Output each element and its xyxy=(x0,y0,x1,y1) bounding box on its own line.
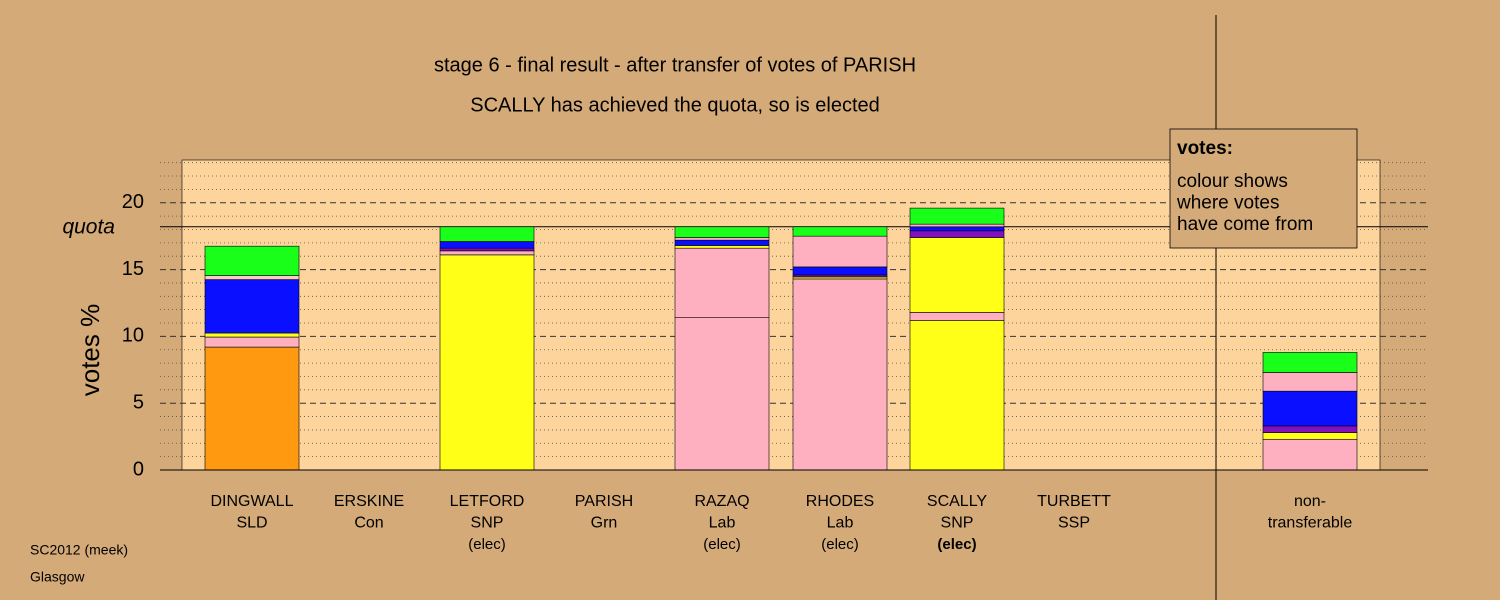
chart-subtitle: SCALLY has achieved the quota, so is ele… xyxy=(470,94,880,116)
bar-segment xyxy=(674,317,770,471)
legend-text: have come from xyxy=(1177,214,1313,235)
x-tick-label: ERSKINE xyxy=(334,493,404,510)
bar-segment xyxy=(1262,432,1358,440)
bar-segment xyxy=(792,278,888,471)
x-tick-label: LETFORD xyxy=(450,493,525,510)
bar-segment xyxy=(1262,390,1358,427)
bar-segment xyxy=(792,226,888,237)
bar-segment xyxy=(439,250,535,256)
bar-segment xyxy=(1262,352,1358,373)
bar-segment xyxy=(439,254,535,471)
bar-segment xyxy=(909,223,1005,228)
bar-segment xyxy=(204,245,300,276)
legend-box xyxy=(1169,128,1358,249)
x-tick-label: (elec) xyxy=(703,536,741,553)
legend-title: votes: xyxy=(1177,138,1233,159)
bar-segment xyxy=(909,207,1005,225)
bar-segment xyxy=(204,332,300,338)
x-tick-label: DINGWALL xyxy=(211,493,294,510)
bar-segment xyxy=(909,230,1005,238)
bar-segment xyxy=(674,237,770,241)
bar-segment xyxy=(674,247,770,318)
footer-text: SC2012 (meek) xyxy=(30,542,128,558)
x-tick-label: PARISH xyxy=(575,493,633,510)
bar-segment xyxy=(204,336,300,348)
bar-segment xyxy=(439,226,535,242)
bar-segment xyxy=(1262,438,1358,471)
x-tick-label: Lab xyxy=(827,515,854,532)
y-tick-label: 5 xyxy=(133,391,144,413)
bar-segment xyxy=(909,312,1005,321)
quota-label: quota xyxy=(62,215,115,238)
bar-segment xyxy=(439,247,535,252)
y-tick-label: 0 xyxy=(133,458,144,480)
legend-text: colour shows xyxy=(1177,171,1288,192)
footer-text: Glasgow xyxy=(30,569,85,585)
legend-text: where votes xyxy=(1176,193,1279,214)
bar-segment xyxy=(792,274,888,278)
x-tick-label: (elec) xyxy=(937,536,976,553)
y-axis-label: votes % xyxy=(75,304,105,397)
bar-segment xyxy=(909,226,1005,232)
x-tick-label: (elec) xyxy=(821,536,859,553)
bar-segment xyxy=(204,346,300,471)
bar-segment xyxy=(909,320,1005,471)
y-tick-label: 20 xyxy=(122,191,144,213)
x-tick-label: SCALLY xyxy=(927,493,988,510)
bar-segment xyxy=(674,245,770,249)
x-tick-label: RAZAQ xyxy=(694,493,749,510)
bar-segment xyxy=(674,226,770,238)
bar-segment xyxy=(792,266,888,276)
bar-segment xyxy=(792,276,888,280)
bar-segment xyxy=(674,239,770,246)
y-tick-label: 10 xyxy=(122,325,144,347)
x-tick-label: TURBETT xyxy=(1037,493,1111,510)
bar-segment xyxy=(204,279,300,334)
x-tick-label: SNP xyxy=(941,515,974,532)
bar-segment xyxy=(204,275,300,280)
bar-segment xyxy=(909,237,1005,313)
bar-segment xyxy=(1262,372,1358,392)
bar-segment xyxy=(1262,425,1358,433)
x-tick-label: SLD xyxy=(236,515,267,532)
x-tick-label: RHODES xyxy=(806,493,874,510)
chart-title: stage 6 - final result - after transfer … xyxy=(434,54,916,76)
x-tick-label: non- xyxy=(1294,493,1326,510)
x-tick-label: SSP xyxy=(1058,515,1090,532)
y-tick-label: 15 xyxy=(122,258,144,280)
x-tick-label: Con xyxy=(354,515,383,532)
x-tick-label: Lab xyxy=(709,515,736,532)
x-tick-label: Grn xyxy=(591,515,618,532)
bar-segment xyxy=(439,241,535,249)
bar-segment xyxy=(792,235,888,268)
x-tick-label: transferable xyxy=(1268,515,1353,532)
x-tick-label: SNP xyxy=(471,515,504,532)
x-tick-label: (elec) xyxy=(468,536,506,553)
